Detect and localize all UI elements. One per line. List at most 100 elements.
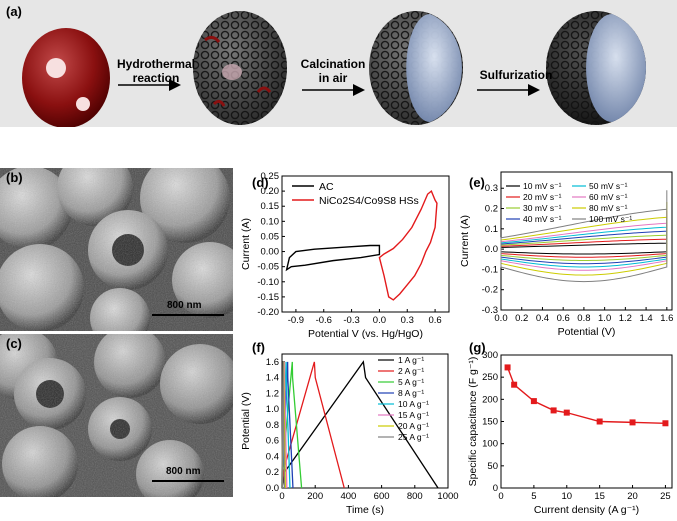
series-line (500, 216, 668, 268)
y-tick-label: 1.6 (266, 357, 279, 368)
series-line (500, 202, 668, 276)
series-line (281, 361, 345, 489)
x-tick-label: 1.0 (598, 313, 611, 324)
series-line (281, 361, 294, 489)
x-tick-label: 0.0 (373, 315, 386, 326)
panel-b-label: (b) (6, 170, 23, 185)
x-tick-label: 200 (307, 491, 323, 502)
chart-f: (f) 0 200 400 600 800 1000 0.0 0.2 0.4 0.6 0.8 1.0 1.… (240, 340, 459, 516)
plot-frame (500, 171, 673, 311)
x-axis-label: Current density (A g⁻¹) (534, 504, 639, 516)
x-tick-label: -0.6 (316, 315, 332, 326)
plot-frame (281, 175, 450, 313)
series-line (500, 228, 668, 261)
legend-label: 40 mV s⁻¹ (523, 214, 562, 224)
legend-label: 50 mV s⁻¹ (589, 181, 628, 191)
x-axis-label: Time (s) (346, 504, 384, 516)
data-point (662, 420, 669, 427)
y-tick-label: 0.3 (485, 183, 498, 194)
legend-label: 80 mV s⁻¹ (589, 203, 628, 213)
x-tick-label: 0.2 (515, 313, 528, 324)
y-tick-label: -0.20 (257, 307, 279, 318)
x-tick-label: 1.4 (639, 313, 652, 324)
x-tick-label: 400 (340, 491, 356, 502)
panel-label: (f) (252, 340, 265, 355)
x-tick-label: 0.6 (557, 313, 570, 324)
scale-bar-b (152, 314, 224, 316)
template-sphere-icon (22, 28, 110, 127)
y-tick-label: 0.4 (266, 451, 279, 462)
y-tick-label: 100 (482, 439, 498, 450)
series-line (281, 361, 285, 489)
y-tick-label: 0.6 (266, 436, 279, 447)
y-axis-label: Current (A) (459, 215, 471, 267)
series-line (500, 240, 668, 255)
x-tick-label: 600 (374, 491, 390, 502)
y-tick-label: 0.25 (261, 171, 280, 182)
y-tick-label: 0.15 (261, 201, 280, 212)
y-tick-label: 0.1 (485, 224, 498, 235)
data-point (629, 419, 636, 426)
legend-label: AC (319, 181, 334, 193)
x-tick-label: 0 (498, 491, 503, 502)
legend-label: 15 A g⁻¹ (398, 410, 429, 420)
x-tick-label: 5 (531, 491, 536, 502)
y-tick-label: 0.05 (261, 231, 280, 242)
series-line (500, 234, 668, 258)
series-line (378, 189, 438, 301)
y-tick-label: 1.4 (266, 373, 279, 384)
series-line (500, 222, 668, 265)
x-tick-label: 10 (561, 491, 572, 502)
series-line (281, 361, 286, 489)
series-line (285, 244, 381, 272)
y-tick-label: 200 (482, 394, 498, 405)
panel-c-label: (c) (6, 336, 22, 351)
y-tick-label: 250 (482, 372, 498, 383)
x-tick-label: 0.6 (428, 315, 441, 326)
panel-label: (e) (469, 175, 485, 190)
data-point (511, 381, 518, 388)
sem-image-c: (c) 800 nm (0, 334, 233, 497)
legend-label: 60 mV s⁻¹ (589, 192, 628, 202)
y-axis-label: Potential (V) (240, 392, 252, 450)
chart-d: (d) -0.9 -0.6 -0.3 0.0 0.3 0.6 -0.20 -0.15 -0.10 -… (240, 171, 450, 340)
synthesis-schematic-panel: (a) (0, 0, 677, 127)
y-tick-label: 0.10 (261, 216, 280, 227)
legend-label: 10 mV s⁻¹ (523, 181, 562, 191)
legend-label: 25 A g⁻¹ (398, 432, 429, 442)
step-calcination-label: Calcination in air (300, 57, 366, 85)
x-tick-label: 0.0 (494, 313, 507, 324)
y-tick-label: 0.8 (266, 420, 279, 431)
x-tick-label: 1000 (437, 491, 458, 502)
x-tick-label: 0 (279, 491, 284, 502)
y-tick-label: 300 (482, 350, 498, 361)
x-axis-label: Potential V (vs. Hg/HgO) (308, 328, 423, 340)
x-axis-label: Potential (V) (558, 326, 616, 338)
panel-label: (g) (469, 340, 486, 355)
y-tick-label: 0.0 (266, 483, 279, 494)
sem-texture-b (0, 168, 233, 331)
x-tick-label: 1.6 (660, 313, 673, 324)
scale-bar-label-b: 800 nm (167, 300, 202, 311)
y-axis-label: Current (A) (240, 218, 252, 270)
y-tick-label: 0.00 (261, 247, 280, 258)
series-line (281, 360, 439, 489)
y-tick-label: 0.2 (266, 467, 279, 478)
legend-label: 20 A g⁻¹ (398, 421, 429, 431)
data-point (596, 418, 603, 425)
y-tick-label: -0.3 (482, 305, 498, 316)
y-tick-label: 1.0 (266, 404, 279, 415)
y-tick-label: -0.2 (482, 285, 498, 296)
legend-label: 5 A g⁻¹ (398, 377, 424, 387)
schematic-drawing (22, 11, 646, 127)
series-line (500, 190, 668, 283)
plot-frame (500, 354, 673, 489)
y-tick-label: 0.20 (261, 186, 280, 197)
sem-texture-c (0, 334, 233, 497)
x-tick-label: -0.9 (288, 315, 304, 326)
legend-label: 1 A g⁻¹ (398, 355, 424, 365)
y-tick-label: -0.05 (257, 262, 279, 273)
x-tick-label: 0.4 (536, 313, 549, 324)
legend-label: 30 mV s⁻¹ (523, 203, 562, 213)
y-tick-label: -0.10 (257, 277, 279, 288)
